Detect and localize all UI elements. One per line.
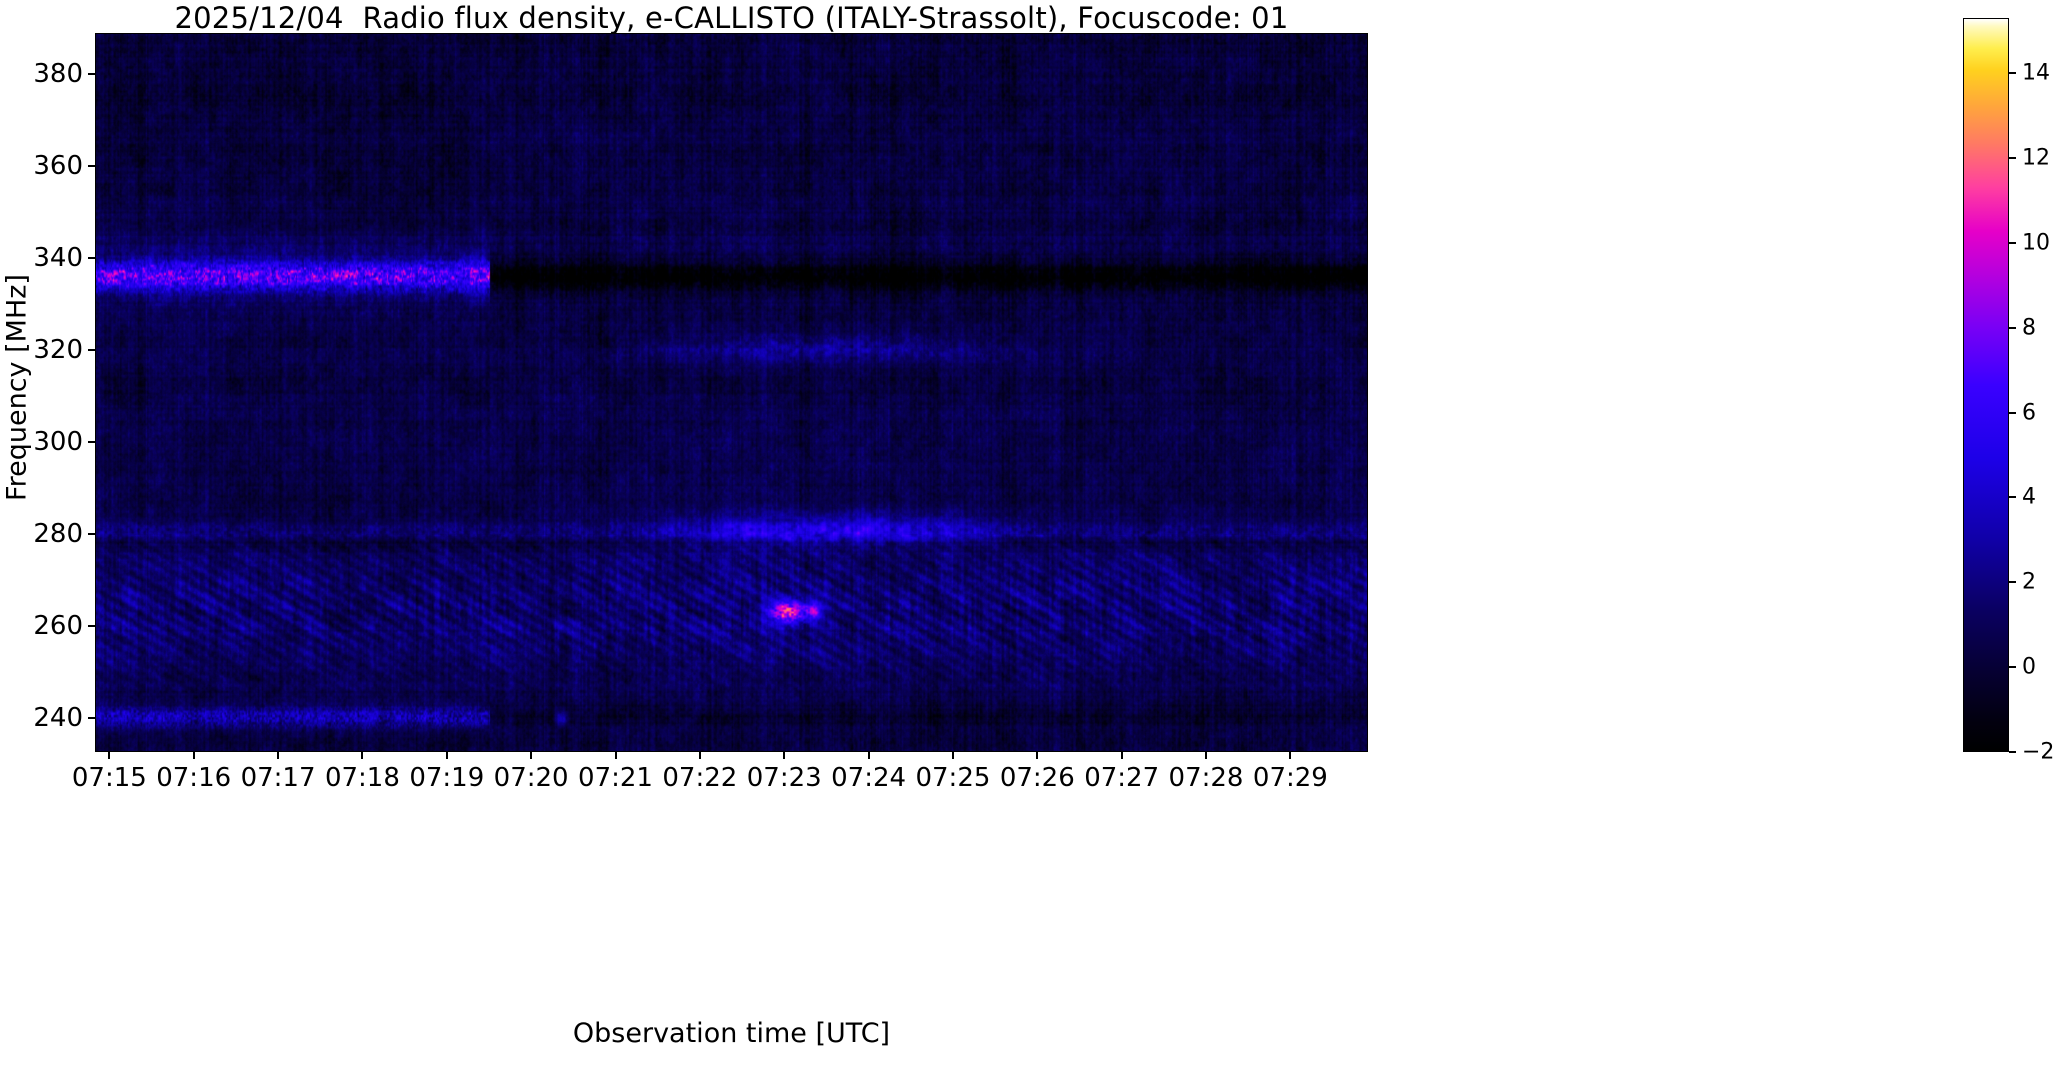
colorbar-tick-label: 6 xyxy=(2022,400,2036,426)
x-tick-label: 07:18 xyxy=(324,763,400,793)
y-tick-mark xyxy=(88,73,95,76)
y-tick-mark xyxy=(88,349,95,351)
x-tick-label: 07:25 xyxy=(915,763,991,793)
x-axis-ticks: 07:15 07:16 07:17 07:18 07:19 07:20 07:21 07:22… xyxy=(72,752,1368,812)
spectrogram-plot-area[interactable] xyxy=(95,33,1368,752)
colorbar-tick-mark xyxy=(2009,241,2016,244)
colorbar-tick-label: 0 xyxy=(2022,654,2036,680)
y-tick-label: 240 xyxy=(33,702,83,733)
x-tick-label: 07:16 xyxy=(156,763,232,793)
colorbar-tick-mark xyxy=(2009,751,2016,753)
page-title: 2025/12/04 Radio flux density, e-CALLIST… xyxy=(174,1,1289,35)
x-tick-label: 07:17 xyxy=(240,763,316,793)
colorbar-tick-label: 4 xyxy=(2022,484,2036,510)
x-tick-mark xyxy=(192,752,195,759)
x-tick-mark xyxy=(530,752,533,759)
x-tick-mark xyxy=(783,752,786,759)
x-tick-label: 07:26 xyxy=(999,763,1075,793)
x-tick-mark xyxy=(1120,752,1123,759)
x-tick-mark xyxy=(277,752,280,759)
x-tick-mark xyxy=(951,752,954,759)
y-tick-label: 300 xyxy=(33,426,83,457)
y-tick-label: 280 xyxy=(33,518,83,549)
x-tick-mark xyxy=(698,752,701,759)
x-tick-mark xyxy=(1036,752,1039,759)
x-tick-label: 07:28 xyxy=(1168,763,1244,793)
colorbar-tick-label: 10 xyxy=(2022,230,2050,256)
y-tick-label: 360 xyxy=(33,151,83,182)
y-tick-mark xyxy=(88,532,95,535)
x-tick-label: 07:22 xyxy=(662,763,738,793)
colorbar-tick-label: 12 xyxy=(2022,145,2050,171)
colorbar-gradient xyxy=(1963,18,2009,752)
colorbar-tick-mark xyxy=(2009,496,2016,499)
colorbar-tick-mark xyxy=(2009,72,2016,75)
colorbar-tick-label: 2 xyxy=(2022,569,2036,595)
x-tick-label: 07:19 xyxy=(409,763,485,793)
colorbar-tick-mark xyxy=(2009,411,2016,414)
x-tick-label: 07:21 xyxy=(578,763,653,793)
x-tick-label: 07:24 xyxy=(831,763,907,793)
x-tick-label: 07:15 xyxy=(71,763,147,793)
colorbar-tick-label: 14 xyxy=(2022,60,2050,86)
y-tick-mark xyxy=(88,165,95,168)
x-tick-mark xyxy=(1205,752,1208,759)
x-tick-mark xyxy=(445,752,448,759)
y-tick-mark xyxy=(88,624,95,627)
y-tick-mark xyxy=(88,440,95,443)
colorbar-tick-mark xyxy=(2009,157,2016,159)
y-tick-label: 380 xyxy=(33,59,83,90)
x-tick-mark xyxy=(1289,752,1292,759)
colorbar-tick-mark xyxy=(2009,666,2016,669)
colorbar-tick-label: −2 xyxy=(2022,739,2055,765)
x-tick-label: 07:20 xyxy=(493,763,569,793)
x-tick-mark xyxy=(867,752,870,759)
colorbar-tick-mark xyxy=(2009,581,2016,584)
y-tick-label: 260 xyxy=(33,610,83,641)
x-tick-mark xyxy=(108,752,111,759)
spectrogram-canvas[interactable] xyxy=(96,34,1367,751)
y-axis-label: Frequency [MHz] xyxy=(1,274,33,501)
x-tick-label: 07:23 xyxy=(746,763,822,793)
colorbar-tick-label: 8 xyxy=(2022,315,2036,341)
x-tick-label: 07:27 xyxy=(1084,763,1160,793)
colorbar-ticks: −2 0 2 4 6 8 10 12 14 xyxy=(2009,18,2066,765)
y-tick-label: 320 xyxy=(33,335,83,365)
x-tick-mark xyxy=(614,752,617,759)
y-tick-label: 340 xyxy=(33,243,83,274)
y-tick-mark xyxy=(88,257,95,260)
x-axis-label: Observation time [UTC] xyxy=(572,1018,891,1049)
x-tick-mark xyxy=(361,752,364,759)
x-tick-label: 07:29 xyxy=(1252,763,1328,793)
y-axis-ticks: 240 260 280 300 320 340 360 380 xyxy=(0,33,95,752)
colorbar-tick-mark xyxy=(2009,326,2016,329)
y-tick-mark xyxy=(88,716,95,719)
